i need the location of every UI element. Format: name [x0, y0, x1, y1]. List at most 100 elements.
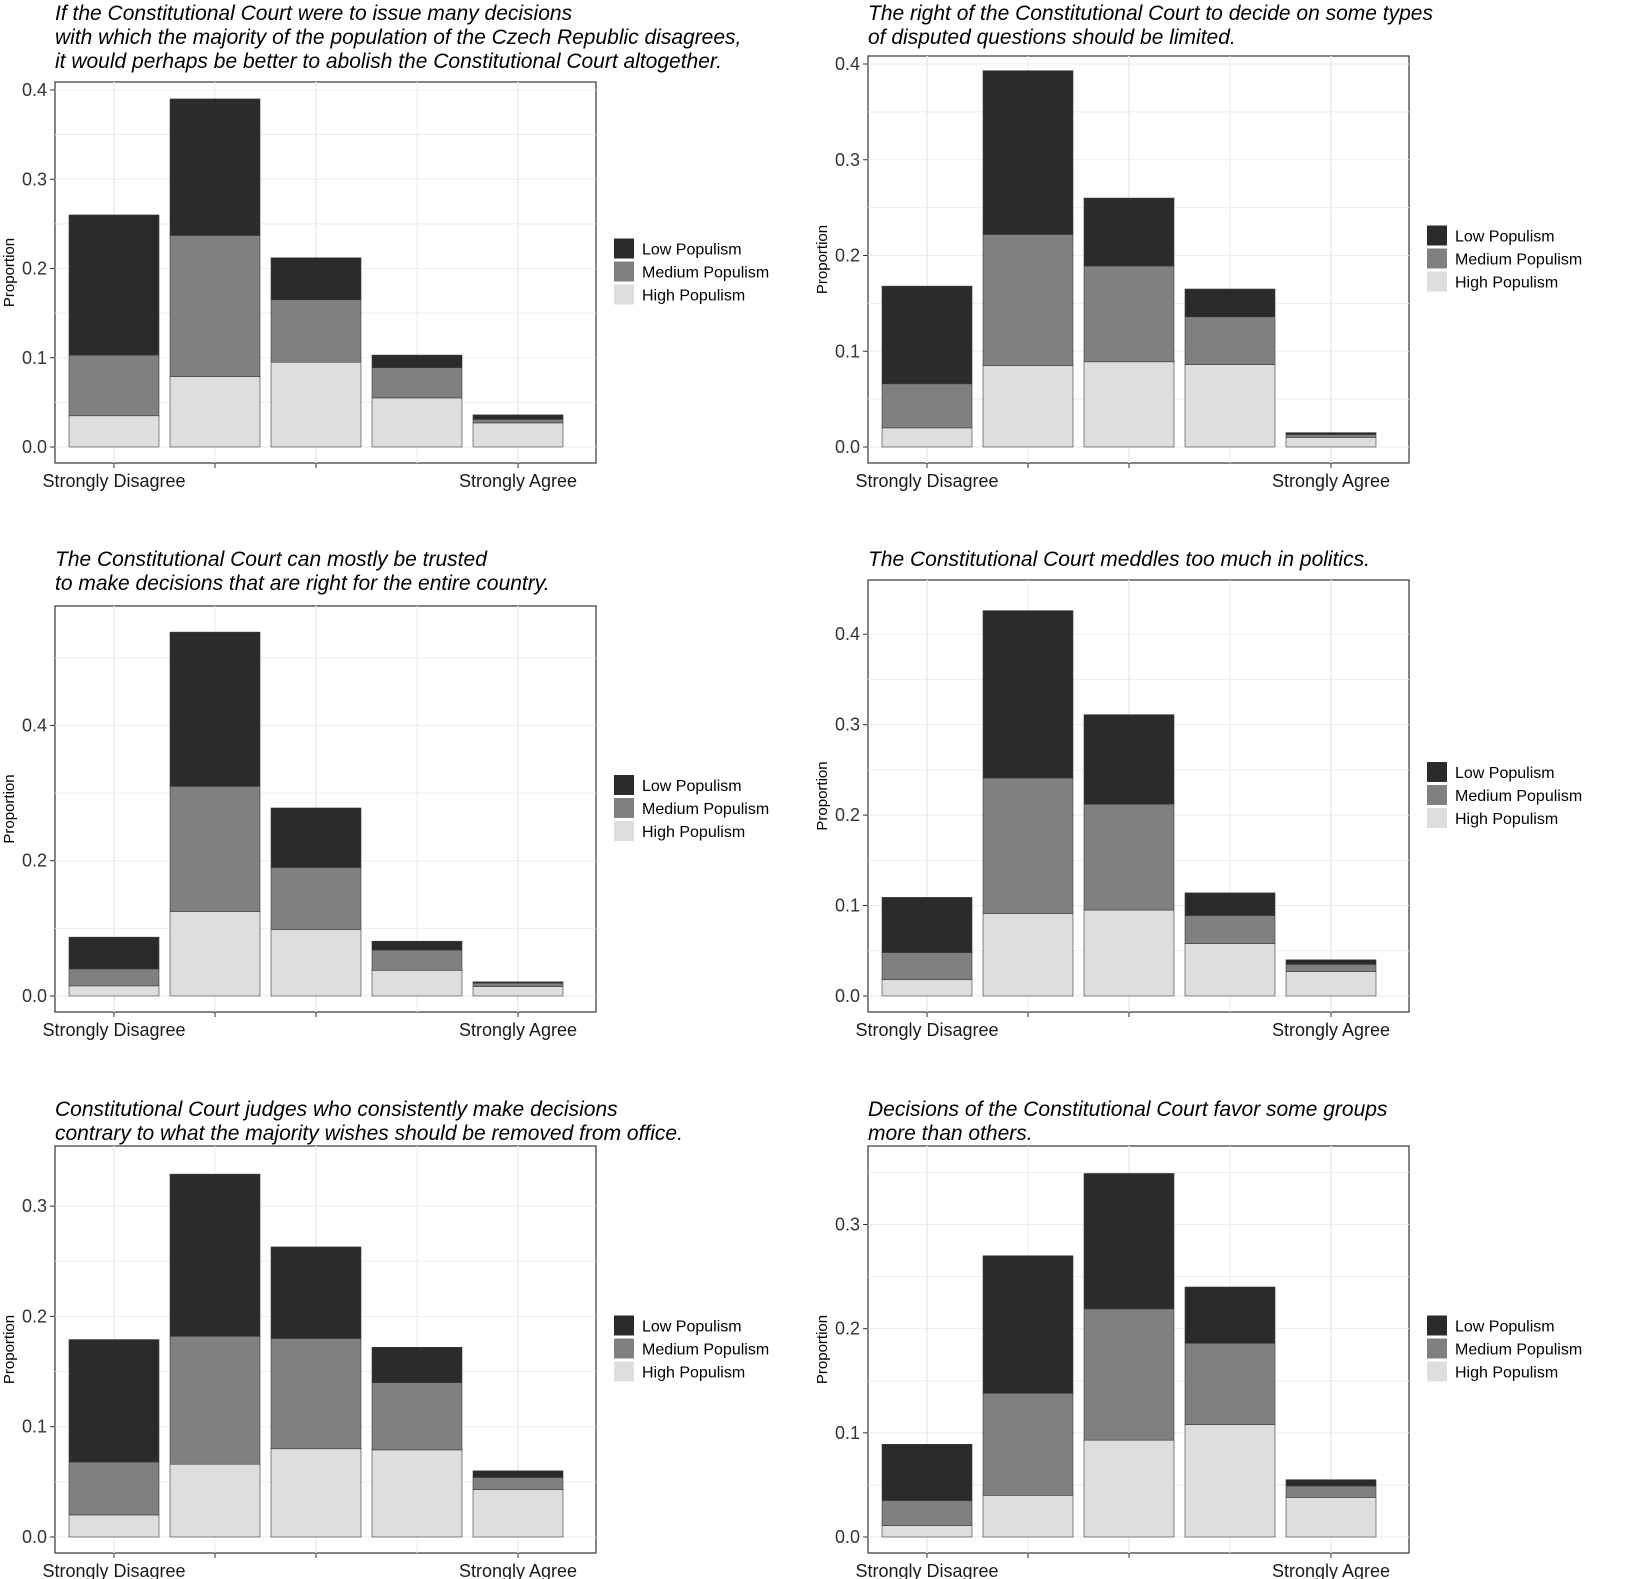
chart-1-legend-swatch-medium-populism [614, 261, 634, 282]
chart-2-x-tick-label: Strongly Agree [1272, 471, 1390, 491]
chart-5-bar-1-low-populism [68, 1339, 160, 1463]
chart-5-svg: Constitutional Court judges who consiste… [1, 1098, 769, 1579]
chart-4-bar-1-high-populism [881, 979, 973, 997]
chart-1-bar-1-low-populism [68, 214, 160, 356]
chart-2-bar-5-high-populism [1285, 437, 1377, 448]
chart-2-legend-label-medium-populism: Medium Populism [1455, 252, 1582, 269]
chart-2-y-tick-label: 0.0 [835, 437, 860, 457]
chart-2-svg: The right of the Constitutional Court to… [814, 2, 1582, 491]
chart-1-bar-3-high-populism [270, 361, 362, 448]
chart-4-bar-2-high-populism [982, 913, 1074, 997]
chart-1-y-tick-label: 0.0 [22, 437, 47, 457]
chart-1-y-axis-label: Proportion [1, 238, 18, 307]
chart-1-title-line-1: If the Constitutional Court were to issu… [55, 2, 573, 25]
chart-3-title-line-2: to make decisions that are right for the… [55, 572, 550, 595]
chart-4-y-tick-label: 0.4 [835, 624, 860, 644]
chart-3-bar-5-low-populism [472, 981, 564, 984]
chart-6-y-axis-label: Proportion [814, 1315, 831, 1384]
chart-3-legend-swatch-high-populism [614, 821, 634, 841]
chart-3-legend-label-high-populism: High Populism [642, 824, 745, 841]
chart-4-bar-5-medium-populism [1285, 964, 1377, 972]
chart-4-legend-label-low-populism: Low Populism [1455, 765, 1555, 782]
chart-2-title-line-2: of disputed questions should be limited. [868, 26, 1236, 49]
chart-1-legend-swatch-high-populism [614, 284, 634, 305]
chart-2-bar-1-high-populism [881, 427, 973, 448]
chart-6-legend-label-high-populism: High Populism [1455, 1365, 1558, 1382]
chart-1-bar-1-medium-populism [68, 354, 160, 417]
chart-6-y-tick-label: 0.3 [835, 1215, 860, 1235]
chart-1-bar-4-low-populism [371, 354, 463, 368]
chart-6-bar-3-high-populism [1083, 1439, 1175, 1538]
chart-1-bar-5-high-populism [472, 422, 564, 448]
chart-2-bar-3-low-populism [1083, 197, 1175, 267]
chart-2-legend-label-high-populism: High Populism [1455, 275, 1558, 292]
chart-6-bar-4-high-populism [1184, 1424, 1276, 1538]
chart-panel-5: Constitutional Court judges who consiste… [0, 1070, 813, 1579]
chart-2-bar-3-medium-populism [1083, 265, 1175, 363]
chart-5-bar-5-high-populism [472, 1489, 564, 1538]
chart-2-bar-2-medium-populism [982, 234, 1074, 366]
chart-4-bar-1-low-populism [881, 897, 973, 953]
chart-2-y-axis-label: Proportion [814, 225, 831, 294]
chart-6-y-tick-label: 0.0 [835, 1527, 860, 1547]
chart-6-title-line-1: Decisions of the Constitutional Court fa… [868, 1098, 1388, 1121]
chart-1-legend-label-high-populism: High Populism [642, 288, 745, 305]
chart-2-bar-4-medium-populism [1184, 316, 1276, 365]
chart-5-bar-3-low-populism [270, 1246, 362, 1339]
chart-4-bar-4-medium-populism [1184, 915, 1276, 944]
chart-1-legend-swatch-low-populism [614, 238, 634, 259]
chart-1-y-tick-label: 0.2 [22, 259, 47, 279]
chart-1-legend-label-low-populism: Low Populism [642, 242, 742, 259]
chart-2-legend-swatch-high-populism [1427, 271, 1447, 292]
chart-6-x-tick-label: Strongly Agree [1272, 1561, 1390, 1579]
chart-3-bar-4-high-populism [371, 969, 463, 997]
chart-2-title-line-1: The right of the Constitutional Court to… [868, 2, 1433, 25]
chart-2-bar-4-high-populism [1184, 364, 1276, 448]
chart-3-legend-label-medium-populism: Medium Populism [642, 801, 769, 818]
chart-4-bar-3-low-populism [1083, 714, 1175, 805]
chart-4-y-axis-label: Proportion [814, 761, 831, 830]
chart-5-y-axis-label: Proportion [1, 1315, 18, 1384]
chart-6-legend-swatch-medium-populism [1427, 1338, 1447, 1359]
chart-5-y-tick-label: 0.2 [22, 1306, 47, 1326]
chart-4-legend-label-medium-populism: Medium Populism [1455, 788, 1582, 805]
chart-3-y-axis-label: Proportion [1, 774, 18, 843]
chart-6-bar-4-medium-populism [1184, 1342, 1276, 1425]
chart-3-y-tick-label: 0.2 [22, 851, 47, 871]
chart-4-svg: The Constitutional Court meddles too muc… [814, 548, 1582, 1040]
chart-5-bar-2-medium-populism [169, 1335, 261, 1465]
chart-1-bar-1-high-populism [68, 415, 160, 448]
chart-5-bar-3-high-populism [270, 1448, 362, 1538]
chart-2-bar-5-medium-populism [1285, 434, 1377, 438]
chart-6-bar-5-medium-populism [1285, 1485, 1377, 1498]
chart-5-x-tick-label: Strongly Disagree [42, 1561, 185, 1579]
chart-6-legend-label-medium-populism: Medium Populism [1455, 1342, 1582, 1359]
chart-4-y-tick-label: 0.0 [835, 986, 860, 1006]
chart-6-bar-5-low-populism [1285, 1479, 1377, 1487]
chart-2-bar-1-medium-populism [881, 383, 973, 429]
chart-3-legend-label-low-populism: Low Populism [642, 778, 742, 795]
chart-6-x-tick-label: Strongly Disagree [855, 1561, 998, 1579]
chart-5-legend-swatch-medium-populism [614, 1338, 634, 1359]
chart-5-bar-4-low-populism [371, 1346, 463, 1383]
chart-panel-6: Decisions of the Constitutional Court fa… [813, 1070, 1626, 1579]
chart-5-bar-3-medium-populism [270, 1338, 362, 1450]
chart-5-bar-4-medium-populism [371, 1382, 463, 1451]
chart-1-title-line-2: with which the majority of the populatio… [55, 26, 741, 49]
chart-3-x-tick-label: Strongly Disagree [42, 1020, 185, 1040]
chart-4-bar-5-low-populism [1285, 959, 1377, 965]
chart-3-bar-2-low-populism [169, 631, 261, 787]
chart-4-title-line-1: The Constitutional Court meddles too muc… [868, 548, 1370, 571]
chart-6-title-line-2: more than others. [868, 1122, 1033, 1145]
chart-6-bar-3-low-populism [1083, 1173, 1175, 1310]
chart-2-y-tick-label: 0.1 [835, 341, 860, 361]
chart-6-bar-2-high-populism [982, 1495, 1074, 1538]
chart-2-x-tick-label: Strongly Disagree [855, 471, 998, 491]
chart-3-bar-2-high-populism [169, 911, 261, 997]
chart-2-bar-3-high-populism [1083, 361, 1175, 448]
chart-1-x-tick-label: Strongly Agree [459, 471, 577, 491]
chart-5-legend-label-low-populism: Low Populism [642, 1319, 742, 1336]
chart-3-bar-1-high-populism [68, 985, 160, 997]
chart-1-x-tick-label: Strongly Disagree [42, 471, 185, 491]
